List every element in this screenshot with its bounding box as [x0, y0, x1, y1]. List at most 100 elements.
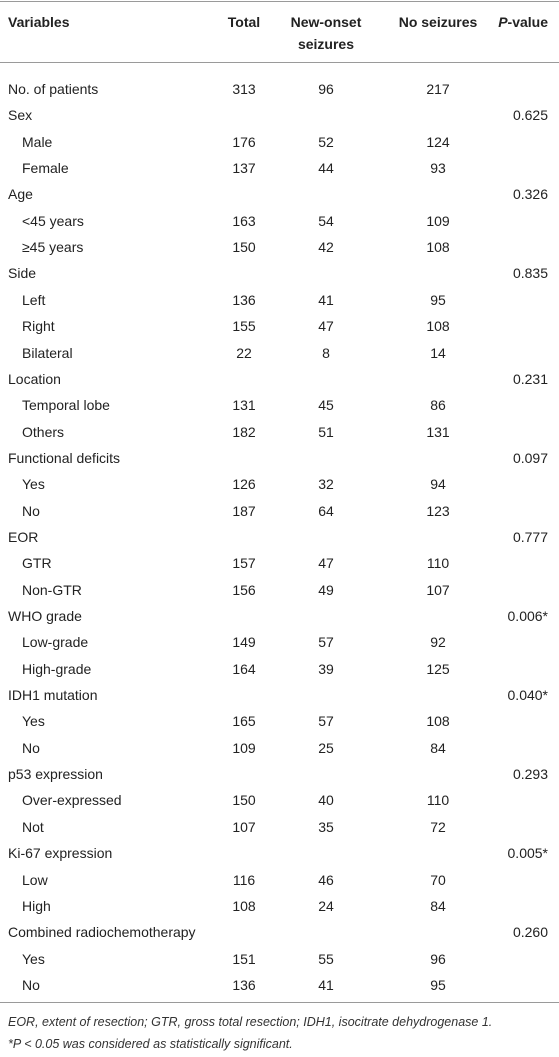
- cell-value: 46: [318, 871, 334, 888]
- cell-value: 108: [426, 318, 450, 335]
- cell-value: 108: [426, 713, 450, 730]
- cell-value: 57: [318, 713, 334, 730]
- cell-value: 108: [426, 239, 450, 256]
- cell-value: 93: [430, 160, 446, 177]
- row-label: Temporal lobe: [22, 397, 110, 414]
- cell-value: 217: [426, 81, 450, 97]
- p-value: 0.097: [512, 449, 548, 466]
- row-label: ≥45 years: [22, 239, 84, 256]
- group-label: IDH1 mutation: [8, 687, 98, 704]
- group-label: EOR: [8, 528, 39, 545]
- row-label: High-grade: [22, 660, 92, 677]
- header-cell: Total: [227, 14, 261, 30]
- row-label: Female: [22, 160, 69, 177]
- cell-value: 163: [232, 212, 256, 229]
- cell-value: 95: [430, 976, 446, 993]
- cell-value: 72: [430, 818, 446, 835]
- header-cell: Variables: [8, 14, 70, 30]
- row-label: Left: [22, 291, 46, 308]
- cell-value: 8: [322, 344, 330, 361]
- row-label: Yes: [22, 950, 45, 967]
- cell-value: 14: [430, 344, 446, 361]
- cell-value: 70: [430, 871, 446, 888]
- cell-value: 176: [232, 133, 256, 150]
- p-value: 0.625: [512, 107, 548, 124]
- p-value: 0.260: [512, 924, 548, 941]
- cell-value: 96: [430, 950, 446, 967]
- row-label: High: [22, 897, 51, 914]
- cell-value: 52: [318, 133, 334, 150]
- cell-value: 40: [318, 792, 334, 809]
- cell-value: 164: [232, 660, 256, 677]
- cell-value: 116: [232, 871, 256, 888]
- cell-value: 54: [318, 212, 334, 229]
- cell-value: 150: [232, 239, 256, 256]
- cell-value: 124: [426, 133, 450, 150]
- cell-value: 95: [430, 291, 446, 308]
- group-label: Ki-67 expression: [8, 845, 113, 862]
- p-value: 0.040*: [507, 687, 548, 704]
- cell-value: 155: [232, 318, 256, 335]
- row-label: GTR: [22, 555, 52, 572]
- cell-value: 49: [318, 581, 334, 598]
- header-cell: P-value: [498, 14, 548, 30]
- row-label: Male: [22, 133, 53, 150]
- cell-value: 47: [318, 555, 334, 572]
- p-value: 0.005*: [507, 845, 548, 862]
- cell-value: 110: [426, 792, 450, 809]
- cell-value: 313: [232, 81, 256, 97]
- row-label: Over-expressed: [22, 792, 122, 809]
- cell-value: 108: [232, 897, 256, 914]
- cell-value: 157: [232, 555, 256, 572]
- bottom-rule: [0, 1002, 559, 1003]
- cell-value: 96: [318, 81, 334, 97]
- cell-value: 32: [318, 476, 334, 493]
- footnote: EOR, extent of resection; GTR, gross tot…: [8, 1015, 493, 1029]
- row-label: Not: [22, 818, 44, 835]
- cell-value: 107: [232, 818, 256, 835]
- cell-value: 182: [232, 423, 256, 440]
- cell-value: 42: [318, 239, 334, 256]
- cell-value: 22: [236, 344, 252, 361]
- row-label: No: [22, 739, 40, 756]
- cell-value: 187: [232, 502, 256, 519]
- cell-value: 86: [430, 397, 446, 414]
- group-label: Combined radiochemotherapy: [8, 924, 196, 941]
- cell-value: 41: [318, 976, 334, 993]
- cell-value: 44: [318, 160, 334, 177]
- header-cell: New-onset seizures: [290, 14, 362, 52]
- group-label: p53 expression: [8, 766, 103, 783]
- cell-value: 107: [426, 581, 450, 598]
- p-value: 0.006*: [507, 608, 548, 624]
- cell-value: 151: [232, 950, 256, 967]
- cell-value: 126: [232, 476, 256, 493]
- cell-value: 55: [318, 950, 334, 967]
- cell-value: 125: [426, 660, 450, 677]
- row-label: Right: [22, 318, 55, 335]
- cell-value: 131: [426, 423, 450, 440]
- cell-value: 94: [430, 476, 446, 493]
- p-value: 0.777: [512, 528, 548, 545]
- group-label: Age: [8, 186, 33, 203]
- footnote: *P < 0.05 was considered as statisticall…: [8, 1037, 293, 1051]
- header-cell: No seizures: [398, 14, 478, 30]
- row-label: Low-grade: [22, 634, 89, 651]
- row-label: Yes: [22, 713, 45, 730]
- cell-value: 136: [232, 291, 256, 308]
- row-label: Yes: [22, 476, 45, 493]
- cell-value: 137: [232, 160, 256, 177]
- row-label: Non-GTR: [22, 581, 82, 598]
- cell-value: 131: [232, 397, 256, 414]
- cell-value: 57: [318, 634, 334, 651]
- cell-value: 24: [318, 897, 334, 914]
- row-label: <45 years: [22, 212, 84, 229]
- cell-value: 47: [318, 318, 334, 335]
- top-rule: [0, 1, 559, 2]
- cell-value: 156: [232, 581, 256, 598]
- cell-value: 92: [430, 634, 446, 651]
- cell-value: 64: [318, 502, 334, 519]
- cell-value: 110: [426, 555, 450, 572]
- row-label: Low: [22, 871, 48, 888]
- cell-value: 35: [318, 818, 334, 835]
- cell-value: 45: [318, 397, 334, 414]
